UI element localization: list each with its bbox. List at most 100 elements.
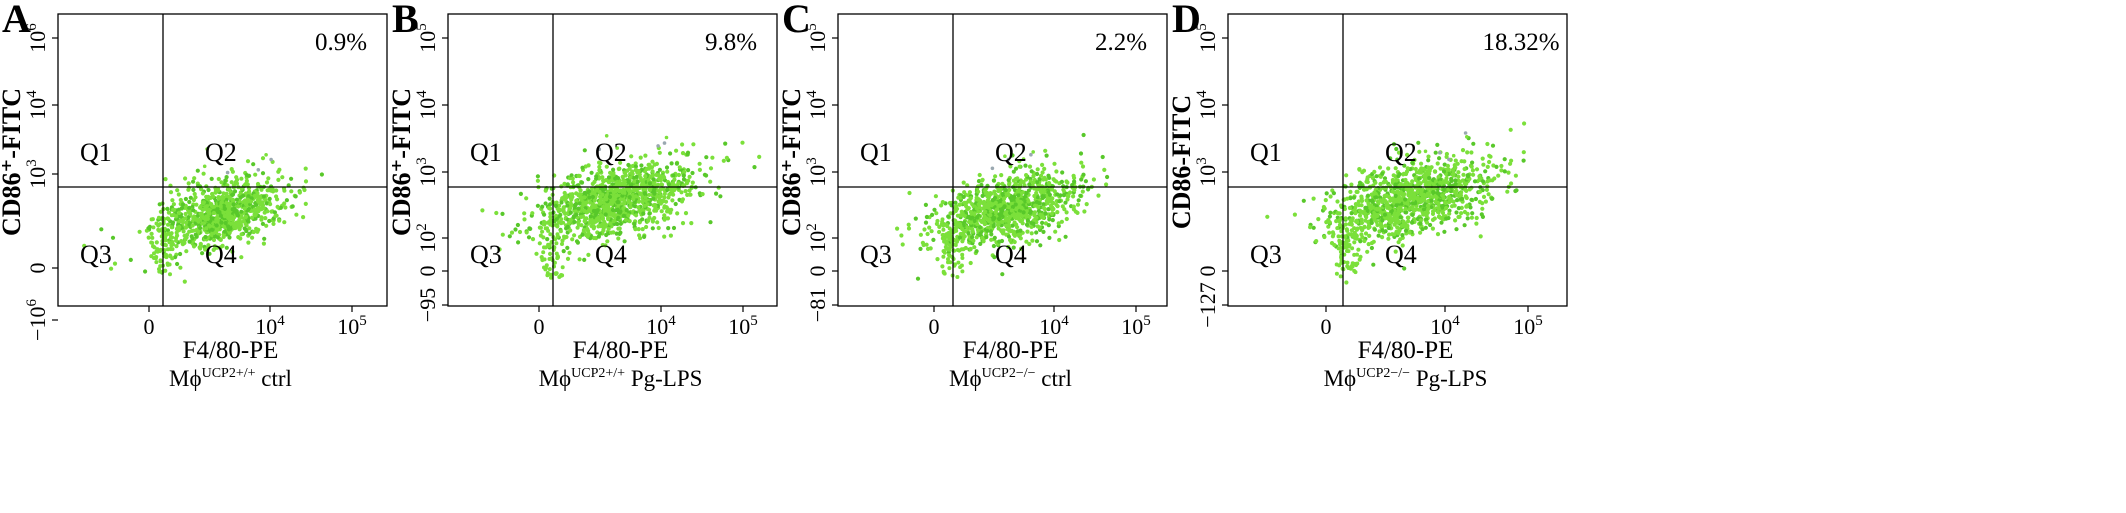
scatter-point xyxy=(1037,177,1042,182)
scatter-point xyxy=(224,245,229,250)
scatter-point xyxy=(163,243,168,248)
x-axis-label: F4/80-PE xyxy=(183,337,279,364)
scatter-point xyxy=(1057,199,1062,204)
scatter-point xyxy=(592,198,597,203)
scatter-point xyxy=(1359,220,1364,225)
scatter-point xyxy=(1031,150,1035,154)
scatter-point xyxy=(178,265,183,270)
scatter-point xyxy=(925,231,930,237)
scatter-point xyxy=(673,201,678,207)
y-tick-label-group: 0 xyxy=(415,266,440,277)
scatter-point xyxy=(215,216,220,221)
scatter-point xyxy=(1343,216,1348,221)
y-tick-label: 103 xyxy=(1194,157,1220,187)
scatter-point xyxy=(586,177,591,182)
scatter-point xyxy=(1040,194,1045,199)
scatter-point xyxy=(175,261,180,267)
scatter-point xyxy=(553,237,558,242)
scatter-point xyxy=(1419,199,1424,204)
scatter-point xyxy=(601,228,606,233)
scatter-point xyxy=(548,222,553,227)
scatter-point xyxy=(1484,187,1489,192)
scatter-point xyxy=(657,190,662,195)
panel-letter: A xyxy=(2,0,31,41)
scatter-point xyxy=(687,188,692,193)
scatter-point xyxy=(676,185,681,190)
x-tick-label: 0 xyxy=(929,314,940,339)
scatter-point xyxy=(993,174,998,179)
scatter-point xyxy=(214,223,219,228)
scatter-point xyxy=(553,271,558,276)
panel-letter: B xyxy=(392,0,419,41)
scatter-point xyxy=(518,191,524,196)
scatter-point xyxy=(560,242,564,246)
scatter-point xyxy=(943,222,948,227)
scatter-point xyxy=(1364,179,1369,184)
scatter-point xyxy=(564,193,569,199)
scatter-point xyxy=(934,211,939,216)
scatter-point xyxy=(163,268,168,273)
scatter-point xyxy=(977,205,982,210)
scatter-point xyxy=(939,203,944,208)
scatter-point xyxy=(1017,164,1022,169)
scatter-point xyxy=(1046,223,1051,228)
y-tick-label-group: 104 xyxy=(804,90,830,120)
scatter-point xyxy=(1426,165,1431,170)
quadrant-label-q1: Q1 xyxy=(1250,138,1282,167)
scatter-point xyxy=(1013,202,1018,207)
scatter-point xyxy=(1410,179,1415,184)
panel-letter: C xyxy=(782,0,811,41)
scatter-point xyxy=(1456,174,1461,179)
scatter-point xyxy=(993,210,998,215)
y-tick-label-group: 103 xyxy=(24,159,50,189)
y-tick-label: 105 xyxy=(804,23,830,53)
scatter-point xyxy=(1343,222,1348,227)
scatter-point xyxy=(628,175,633,180)
scatter-point xyxy=(189,228,194,233)
scatter-point xyxy=(1047,235,1052,240)
scatter-point xyxy=(636,205,641,210)
scatter-point xyxy=(983,209,988,214)
scatter-point xyxy=(604,203,609,208)
scatter-point xyxy=(186,181,191,186)
scatter-point xyxy=(254,202,259,208)
scatter-point xyxy=(957,235,963,240)
scatter-point xyxy=(497,247,502,252)
scatter-point xyxy=(636,169,641,174)
scatter-point xyxy=(1480,214,1485,219)
scatter-point xyxy=(1462,166,1467,172)
scatter-point xyxy=(670,198,675,203)
scatter-point xyxy=(1363,205,1368,210)
scatter-point xyxy=(1395,157,1400,162)
scatter-point xyxy=(1423,182,1428,187)
scatter-point xyxy=(1021,210,1026,215)
scatter-point xyxy=(1472,179,1478,184)
scatter-point xyxy=(1403,197,1408,202)
scatter-point xyxy=(178,218,183,224)
scatter-point xyxy=(188,195,193,200)
scatter-point xyxy=(260,171,266,176)
scatter-point xyxy=(1377,165,1383,170)
scatter-point xyxy=(1060,170,1065,175)
scatter-point xyxy=(1352,268,1357,273)
scatter-point xyxy=(953,200,958,205)
scatter-point xyxy=(1105,174,1110,180)
scatter-point xyxy=(1301,198,1306,203)
scatter-point xyxy=(1065,197,1070,202)
scatter-point xyxy=(1418,168,1423,173)
scatter-point xyxy=(250,215,255,220)
y-tick-label: 0 xyxy=(1195,266,1220,277)
y-axis-label: CD86⁺-FITC xyxy=(0,88,26,236)
scatter-point xyxy=(586,163,591,168)
scatter-point xyxy=(982,214,987,219)
scatter-point xyxy=(941,270,946,275)
scatter-point xyxy=(1338,245,1343,250)
scatter-point xyxy=(960,256,965,260)
scatter-point xyxy=(967,199,972,204)
x-axis-label: F4/80-PE xyxy=(1358,337,1454,364)
scatter-point xyxy=(674,148,679,153)
scatter-point xyxy=(1372,227,1377,232)
scatter-point xyxy=(1431,190,1436,195)
scatter-point xyxy=(652,162,657,167)
scatter-point xyxy=(1412,157,1417,162)
